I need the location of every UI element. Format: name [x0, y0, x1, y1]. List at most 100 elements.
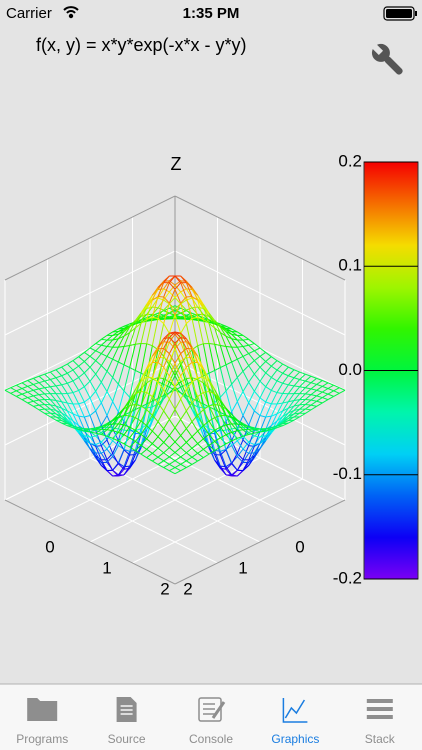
surface-line [248, 425, 255, 429]
surface-line [89, 350, 97, 357]
surface-line [151, 362, 159, 378]
surface-line [271, 427, 278, 430]
surface-line [180, 460, 187, 465]
surface-line [112, 377, 119, 385]
settings-button[interactable] [366, 38, 408, 80]
surface-line [254, 343, 261, 349]
surface-line [163, 337, 170, 340]
surface-line [282, 401, 289, 404]
surface-line [180, 366, 187, 377]
surface-line [180, 383, 187, 388]
surface-line [146, 409, 153, 416]
surface-line [163, 302, 170, 324]
surface-line [287, 400, 295, 409]
surface-line [140, 448, 147, 455]
surface-line [78, 431, 85, 437]
surface-line [61, 407, 68, 417]
surface-line [299, 386, 306, 389]
tab-icon [282, 698, 308, 723]
surface-line [276, 416, 284, 426]
surface-line [276, 363, 284, 371]
surface-line [95, 360, 102, 366]
surface-line [174, 467, 181, 472]
surface-line [140, 319, 148, 344]
surface-line [214, 320, 221, 328]
surface-line [27, 391, 34, 397]
surface-line [259, 352, 266, 357]
surface-line [44, 379, 51, 382]
surface-line [106, 346, 113, 348]
surface-line [197, 295, 204, 305]
surface-line [135, 441, 142, 446]
surface-wireframe [4, 275, 346, 477]
wall-grid [174, 250, 346, 336]
surface-line [151, 287, 159, 296]
surface-line [16, 384, 23, 389]
surface-line [186, 456, 193, 462]
surface-line [180, 410, 187, 420]
surface-line [253, 390, 261, 399]
surface-line [157, 436, 165, 443]
surface-line [72, 360, 80, 367]
surface-line [185, 282, 193, 297]
surface-line [202, 367, 210, 380]
surface-line [242, 465, 250, 472]
surface-line [146, 430, 153, 440]
surface-line [134, 405, 142, 418]
surface-line [225, 390, 233, 412]
surface-line [174, 398, 182, 410]
surface-line [219, 326, 227, 337]
tab-button[interactable]: Source [108, 697, 146, 746]
surface-line [146, 306, 153, 309]
surface-line [225, 361, 232, 366]
surface-line [106, 355, 113, 360]
surface-line [168, 353, 176, 364]
surface-line [185, 367, 193, 383]
surface-line [185, 381, 193, 390]
surface-line [89, 347, 96, 352]
surface-line [248, 350, 255, 355]
surface-line [117, 335, 125, 348]
surface-line [21, 382, 28, 387]
surface-line [265, 429, 272, 432]
surface-line [197, 457, 204, 462]
surface-line [163, 447, 170, 454]
surface-line [117, 331, 125, 340]
surface-line [287, 369, 295, 377]
surface-line [265, 415, 272, 430]
surface-line [112, 383, 119, 402]
surface-line [78, 386, 85, 391]
surface-line [118, 329, 125, 333]
surface-line [112, 346, 119, 360]
surface-line [33, 395, 40, 401]
surface-line [89, 435, 96, 438]
tab-button[interactable]: Console [189, 697, 233, 746]
surface-line [135, 429, 142, 435]
surface-line [186, 460, 193, 465]
surface-line [169, 308, 176, 314]
tab-button[interactable]: Programs [16, 698, 68, 746]
surface-line [310, 389, 317, 396]
surface-line [89, 410, 96, 416]
surface-line [276, 402, 284, 415]
surface-line [231, 445, 238, 457]
surface-line [169, 456, 176, 462]
surface-line [191, 421, 199, 432]
surface-line [151, 296, 159, 318]
surface-line [185, 389, 193, 404]
surface-line [214, 344, 221, 368]
surface-line [38, 409, 45, 414]
surface-line [55, 413, 62, 419]
tab-button[interactable]: Graphics [271, 698, 319, 746]
surface-line [157, 361, 164, 368]
surface-line [129, 327, 136, 346]
tab-button[interactable]: Stack [365, 699, 396, 746]
surface-line [293, 404, 301, 411]
surface-line [157, 357, 165, 378]
surface-line [242, 339, 250, 346]
surface-line [214, 327, 221, 333]
surface-line [100, 435, 108, 443]
surface-line [271, 377, 278, 382]
surface-line [305, 373, 312, 377]
surface-line [333, 387, 340, 392]
